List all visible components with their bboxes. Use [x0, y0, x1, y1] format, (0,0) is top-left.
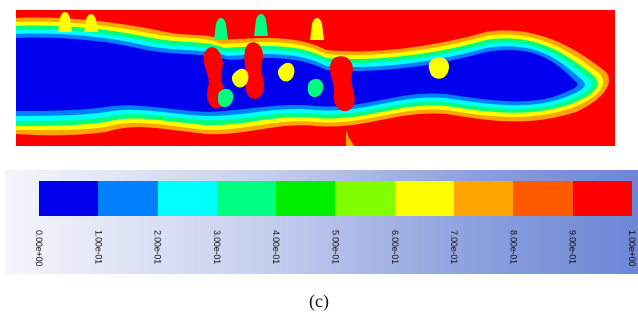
legend-swatch-7	[454, 181, 514, 216]
legend-tick-label: 6.00e-01	[389, 230, 400, 264]
legend-tick-label: 1.00e+00	[627, 230, 637, 267]
contour-mix-green-1	[218, 88, 234, 108]
contour-plot	[16, 10, 615, 146]
contour-core-blue	[16, 37, 578, 112]
contour-plume-1	[58, 12, 72, 32]
legend-tick-label: 4.00e-01	[271, 230, 282, 264]
contour-plume-6	[346, 130, 354, 146]
legend-tick-label: 3.00e-01	[211, 230, 222, 264]
contour-mix-yellow-3	[428, 56, 450, 79]
legend-swatch-0	[39, 181, 99, 216]
contour-mix-green-2	[308, 78, 324, 98]
legend-swatch-1	[98, 181, 158, 216]
legend-swatch-6	[394, 181, 455, 216]
legend-tick-label: 8.00e-01	[508, 230, 519, 264]
legend-tick-label: 2.00e-01	[152, 230, 163, 264]
legend-swatch-5	[335, 181, 395, 216]
legend-swatch-4	[276, 181, 336, 216]
legend-tick-label: 9.00e-01	[567, 230, 578, 264]
contour-plume-2	[84, 14, 98, 32]
figure-caption: (c)	[309, 291, 329, 311]
legend-tick-label: 1.00e-01	[93, 230, 104, 264]
contour-mix-red-3	[329, 56, 355, 112]
contour-plume-4	[254, 14, 268, 36]
legend-tick-labels: 0.00e+00 1.00e-01 2.00e-01 3.00e-01 4.00e-01…	[34, 228, 637, 268]
legend-tick-label: 0.00e+00	[34, 230, 44, 267]
legend-swatch-3	[216, 181, 277, 216]
contour-plume-3	[214, 18, 228, 40]
legend-tick-label: 7.00e-01	[449, 230, 460, 264]
contour-mix-red-2	[244, 42, 264, 99]
legend-tick-label: 5.00e-01	[330, 230, 341, 264]
legend-panel: 0.00e+00 1.00e-01 2.00e-01 3.00e-01 4.00e-01…	[5, 170, 638, 274]
contour-plume-5	[310, 18, 324, 40]
legend-swatch-9	[572, 181, 632, 216]
contour-mix-yellow-2	[277, 62, 295, 82]
legend-swatch-2	[157, 181, 217, 216]
legend-color-bar	[39, 181, 632, 216]
legend-swatch-8	[513, 181, 573, 216]
contour-mix-yellow-1	[231, 68, 249, 88]
